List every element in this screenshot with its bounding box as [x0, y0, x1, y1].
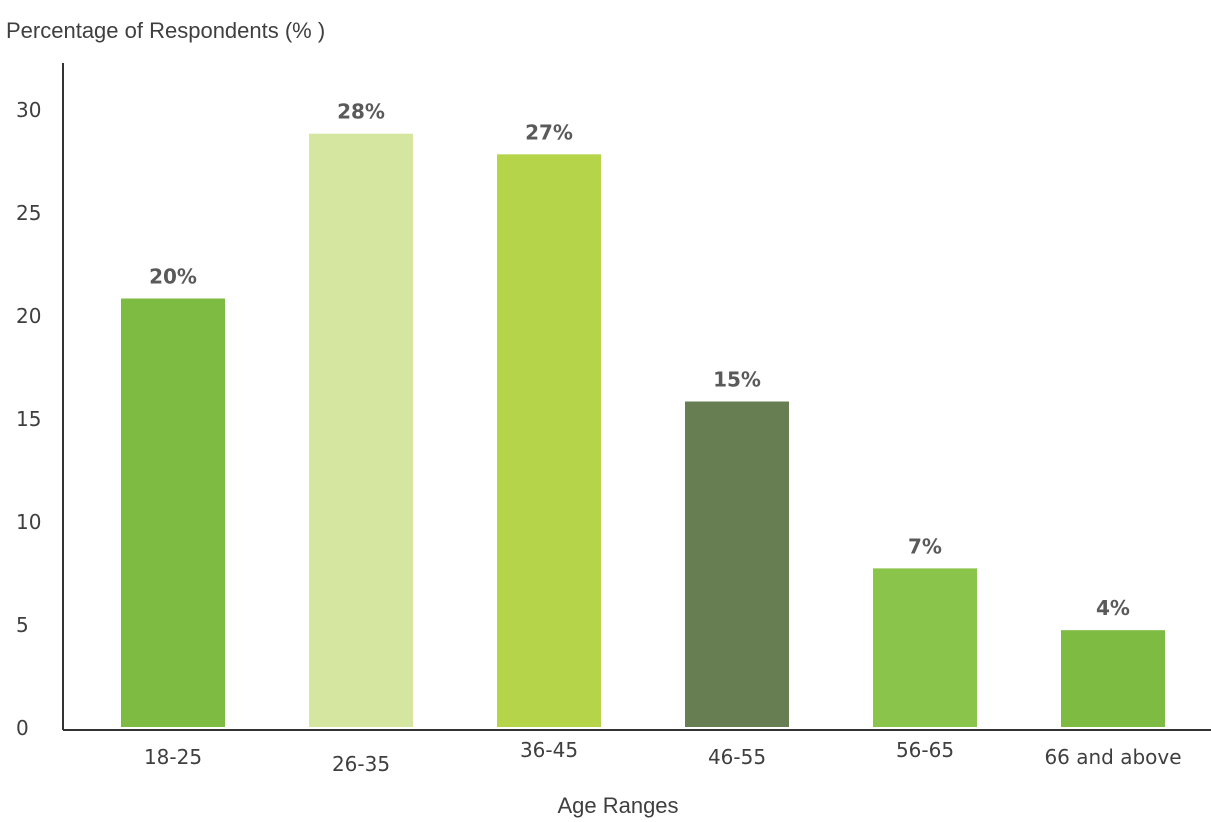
x-tick-label: 46-55 [708, 745, 766, 769]
data-label: 4% [1096, 596, 1130, 620]
y-tick-labels: 0 5 10 15 20 25 30 [16, 98, 41, 740]
x-tick-label: 26-35 [332, 752, 390, 776]
x-axis-title: Age Ranges [557, 793, 678, 818]
data-labels: 20% 28% 27% 15% 7% 4% [149, 100, 1130, 620]
x-tick-label: 18-25 [144, 745, 202, 769]
bar [685, 401, 789, 727]
y-tick-label: 30 [16, 98, 41, 122]
x-tick-label: 66 and above [1044, 745, 1181, 769]
x-tick-label: 36-45 [520, 738, 578, 762]
bar [309, 133, 413, 728]
x-tick-label: 56-65 [896, 738, 954, 762]
data-label: 7% [908, 534, 942, 558]
bar [1061, 630, 1165, 727]
y-tick-label: 25 [16, 201, 41, 225]
bar [497, 154, 601, 727]
data-label: 20% [149, 265, 197, 289]
y-tick-label: 15 [16, 407, 41, 431]
bars [121, 133, 1165, 728]
data-label: 27% [525, 120, 573, 144]
y-tick-label: 20 [16, 304, 41, 328]
y-tick-label: 5 [16, 613, 29, 637]
y-axis-title: Percentage of Respondents (% ) [6, 18, 325, 43]
data-label: 15% [713, 368, 761, 392]
y-tick-label: 0 [16, 716, 29, 740]
bar [873, 568, 977, 727]
data-label: 28% [337, 100, 385, 124]
bar [121, 298, 225, 727]
x-tick-labels: 18-25 26-35 36-45 46-55 56-65 66 and above [144, 738, 1182, 776]
y-tick-label: 10 [16, 510, 41, 534]
